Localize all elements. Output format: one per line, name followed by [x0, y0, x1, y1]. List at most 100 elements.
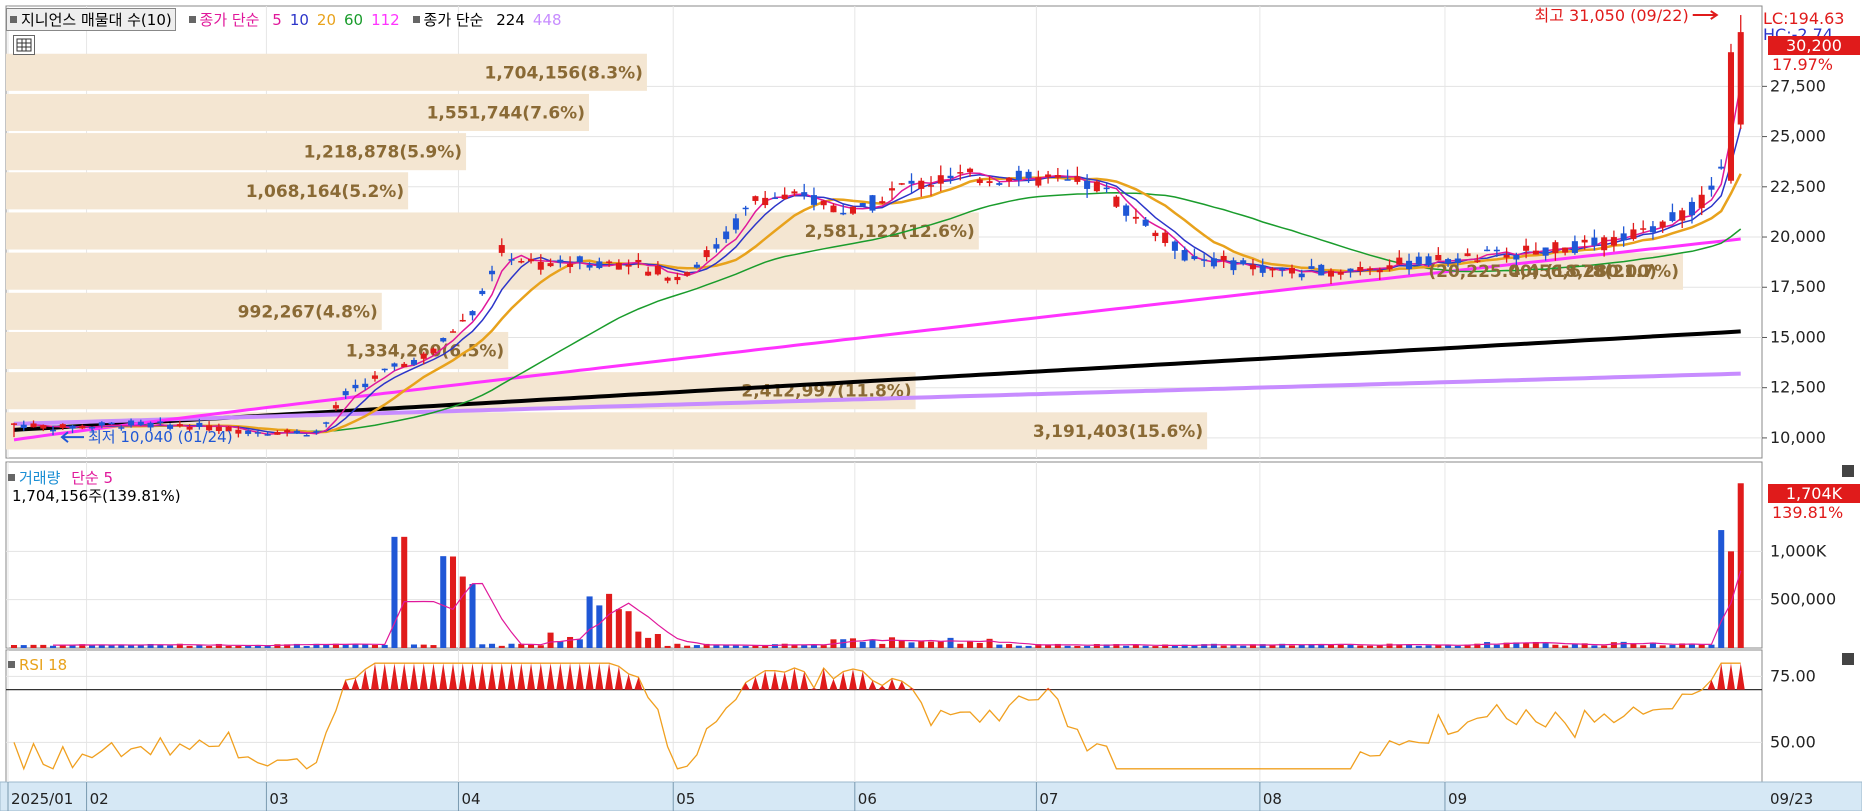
rsi-overbought-mark: [390, 663, 399, 690]
last-price-label: 30,200: [1786, 36, 1842, 55]
volume-bar: [1601, 645, 1608, 648]
ma-period-60[interactable]: 60: [344, 11, 364, 29]
volume-bar: [1435, 645, 1442, 648]
x-axis-bar: [0, 781, 1862, 811]
candle-body: [1142, 219, 1149, 226]
volume-bar: [537, 645, 544, 648]
candle-body: [957, 172, 964, 174]
candle-body: [1074, 176, 1081, 182]
candle-body: [1640, 228, 1647, 230]
volume-bar: [167, 645, 174, 648]
candle-body: [1347, 268, 1354, 272]
ma-legend-label-2: 종가 단순: [423, 11, 484, 29]
candle-body: [59, 424, 66, 429]
candle-body: [284, 430, 291, 433]
candle-body: [381, 368, 388, 371]
candle-body: [508, 259, 515, 261]
candle-body: [1337, 271, 1344, 275]
ma-period-5[interactable]: 5: [272, 11, 282, 29]
rsi-overbought-mark: [1707, 679, 1716, 690]
candle-body: [1318, 264, 1325, 276]
candle-body: [410, 359, 418, 365]
volume-bar: [391, 536, 398, 648]
candle-body: [215, 426, 222, 431]
candle-body: [742, 207, 749, 210]
candle-body: [157, 421, 164, 423]
ma-legend-group[interactable]: 종가 단순 5 10 20 60 112: [188, 11, 405, 29]
candle-body: [1630, 229, 1637, 239]
volume-bar: [1142, 645, 1149, 648]
volume-bar: [1396, 644, 1403, 648]
candle-body: [1054, 175, 1061, 178]
ma-period-224[interactable]: 224: [496, 11, 525, 29]
volume-bar: [1357, 645, 1364, 648]
candle-body: [1484, 249, 1491, 252]
candle-body: [1366, 268, 1374, 271]
candle-body: [49, 429, 57, 432]
candle-body: [606, 261, 613, 263]
candle-body: [537, 261, 544, 270]
ma-periods-2: 224 448: [488, 11, 561, 29]
profile-bar: [6, 133, 467, 171]
volume-profile-legend[interactable]: 지니언스 매물대 수(10): [6, 8, 176, 31]
volume-tick-label: 1,000K: [1770, 541, 1827, 560]
volume-bar: [264, 645, 271, 648]
candle-body: [703, 250, 710, 258]
candle-body: [625, 264, 632, 267]
volume-bar: [1630, 643, 1637, 648]
candle-body: [1288, 267, 1296, 274]
volume-bar: [645, 637, 652, 648]
ma-period-10[interactable]: 10: [289, 11, 309, 29]
candle-body: [1610, 237, 1617, 246]
volume-bar: [313, 643, 320, 648]
volume-bar: [1718, 530, 1725, 648]
ma-period-112[interactable]: 112: [371, 11, 400, 29]
ma-period-448[interactable]: 448: [532, 11, 562, 29]
candle-body: [1698, 194, 1705, 208]
volume-close-icon: [1842, 465, 1854, 477]
rsi-overbought-mark: [839, 671, 848, 690]
volume-bar: [1298, 644, 1305, 648]
candle-body: [1162, 232, 1169, 243]
profile-bar: [6, 172, 409, 210]
candle-body: [79, 426, 86, 429]
rsi-overbought-mark: [380, 663, 389, 690]
rsi-overbought-mark: [429, 663, 438, 690]
volume-bar: [713, 645, 720, 648]
candle-body: [1006, 177, 1013, 181]
price-tick-label: 15,000: [1770, 327, 1826, 346]
volume-bar: [840, 639, 847, 648]
volume-bar: [381, 644, 388, 648]
volume-bar: [1318, 644, 1325, 648]
candle-body: [1718, 166, 1725, 169]
candle-body: [420, 353, 427, 359]
volume-bar: [927, 641, 935, 648]
legend-square-icon: [8, 474, 15, 481]
candle-body: [1376, 269, 1383, 273]
candle-body: [293, 430, 300, 434]
volume-bar: [1737, 483, 1744, 648]
volume-bar: [898, 640, 905, 648]
candle-body: [430, 348, 437, 354]
table-grid-icon[interactable]: [13, 35, 35, 55]
volume-bar: [371, 644, 378, 648]
ma-period-20[interactable]: 20: [316, 11, 336, 29]
candle-body: [118, 427, 125, 429]
ma-legend-label: 종가 단순: [199, 11, 260, 29]
volume-ma-line: [53, 570, 1742, 647]
candle-body: [1581, 239, 1588, 243]
profile-label: 1,704,156(8.3%): [485, 63, 643, 83]
volume-bar: [820, 645, 827, 648]
volume-bar: [1181, 644, 1188, 648]
rsi-overbought-mark: [536, 663, 545, 690]
candle-body: [10, 423, 18, 425]
rsi-overbought-mark: [497, 663, 506, 690]
candle-body: [1688, 201, 1695, 216]
candle-body: [1230, 260, 1237, 271]
ma-legend-group-2[interactable]: 종가 단순 224 448: [412, 11, 562, 29]
rsi-overbought-mark: [1044, 688, 1053, 690]
rsi-close-icon: [1842, 653, 1854, 665]
volume-bar: [918, 641, 925, 648]
candle-body: [362, 383, 369, 388]
candle-body: [342, 391, 349, 396]
